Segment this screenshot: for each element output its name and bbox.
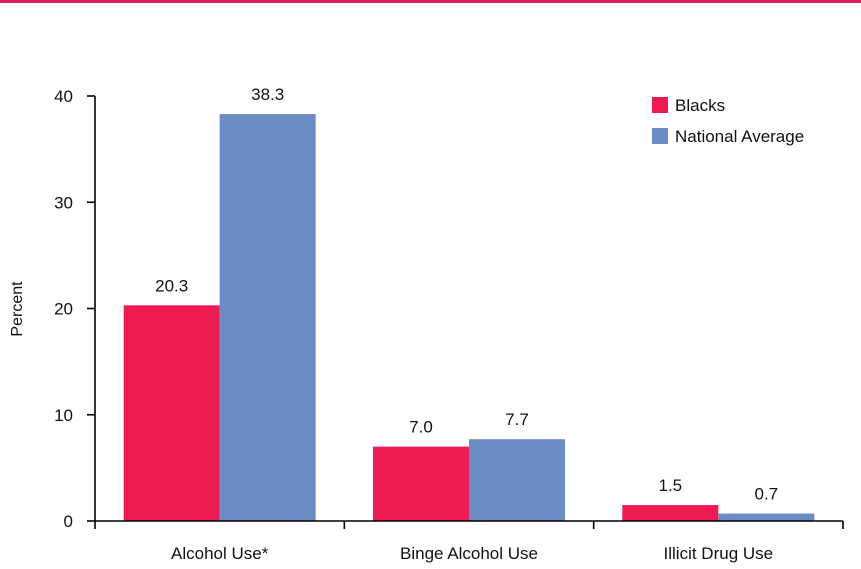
category-label: Alcohol Use* bbox=[171, 544, 269, 563]
bar-national-average-2 bbox=[469, 439, 565, 521]
legend-swatch bbox=[652, 128, 668, 144]
data-label: 7.7 bbox=[505, 410, 529, 429]
category-label: Illicit Drug Use bbox=[664, 544, 774, 563]
data-label: 38.3 bbox=[251, 85, 284, 104]
category-label: Binge Alcohol Use bbox=[400, 544, 538, 563]
legend-label: Blacks bbox=[675, 96, 725, 115]
bar-blacks-2 bbox=[373, 446, 469, 521]
y-axis-title: Percent bbox=[9, 281, 26, 337]
y-tick-label: 0 bbox=[64, 512, 73, 531]
data-label: 1.5 bbox=[659, 476, 683, 495]
bars-group bbox=[123, 114, 815, 521]
y-tick-label: 10 bbox=[54, 406, 73, 425]
y-tick-label: 20 bbox=[54, 300, 73, 319]
legend: Blacks National Average bbox=[652, 96, 804, 146]
y-tick-label: 30 bbox=[54, 193, 73, 212]
data-label: 7.0 bbox=[409, 418, 433, 437]
bar-blacks-1 bbox=[123, 305, 220, 521]
top-accent-rule bbox=[0, 0, 861, 3]
labels-group: 20.3 38.3 Alcohol Use* 7.0 7.7 Binge Alcohol … bbox=[54, 85, 778, 563]
data-label: 0.7 bbox=[755, 485, 779, 504]
data-label: 20.3 bbox=[155, 276, 188, 295]
bar-blacks-3 bbox=[622, 505, 719, 521]
axes-group bbox=[87, 95, 844, 529]
legend-swatch bbox=[652, 97, 668, 113]
legend-label: National Average bbox=[675, 127, 804, 146]
bar-national-average-1 bbox=[219, 114, 316, 521]
y-tick-label: 40 bbox=[54, 87, 73, 106]
bar-national-average-3 bbox=[718, 513, 815, 521]
